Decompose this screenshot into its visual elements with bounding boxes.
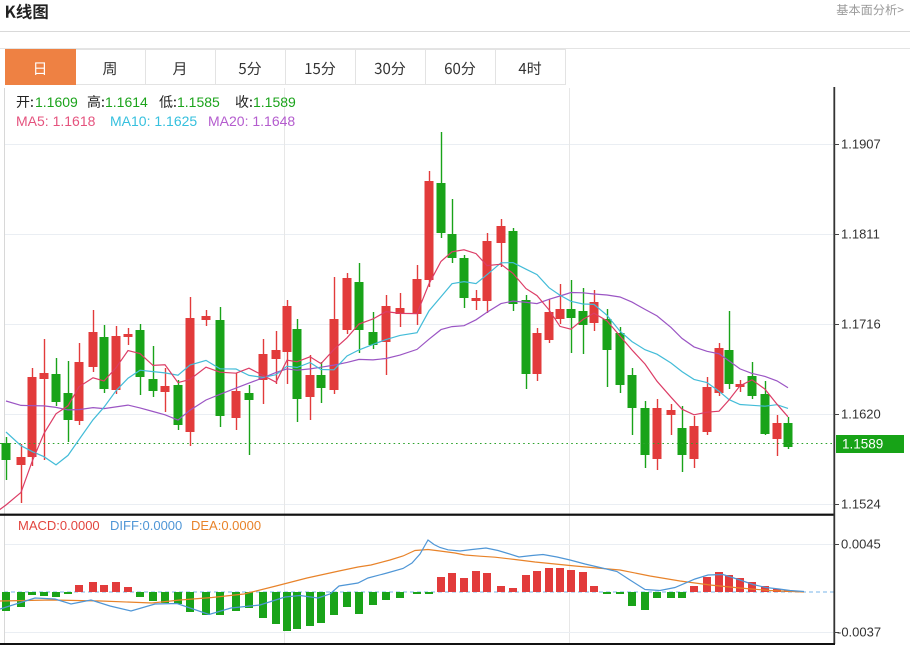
svg-text:DEA:0.0000: DEA:0.0000 [191,518,261,533]
svg-text:0.0045: 0.0045 [841,537,881,552]
svg-text:-0.0037: -0.0037 [837,625,881,640]
svg-text:1.1620: 1.1620 [841,407,881,422]
svg-text:1.1716: 1.1716 [841,317,881,332]
svg-text:DIFF:0.0000: DIFF:0.0000 [110,518,182,533]
svg-text:1.1524: 1.1524 [841,497,881,512]
svg-text:1.1589: 1.1589 [842,437,883,452]
svg-text:1.1811: 1.1811 [841,227,880,242]
svg-text:1.1907: 1.1907 [841,137,881,152]
svg-text:MACD:0.0000: MACD:0.0000 [18,518,100,533]
